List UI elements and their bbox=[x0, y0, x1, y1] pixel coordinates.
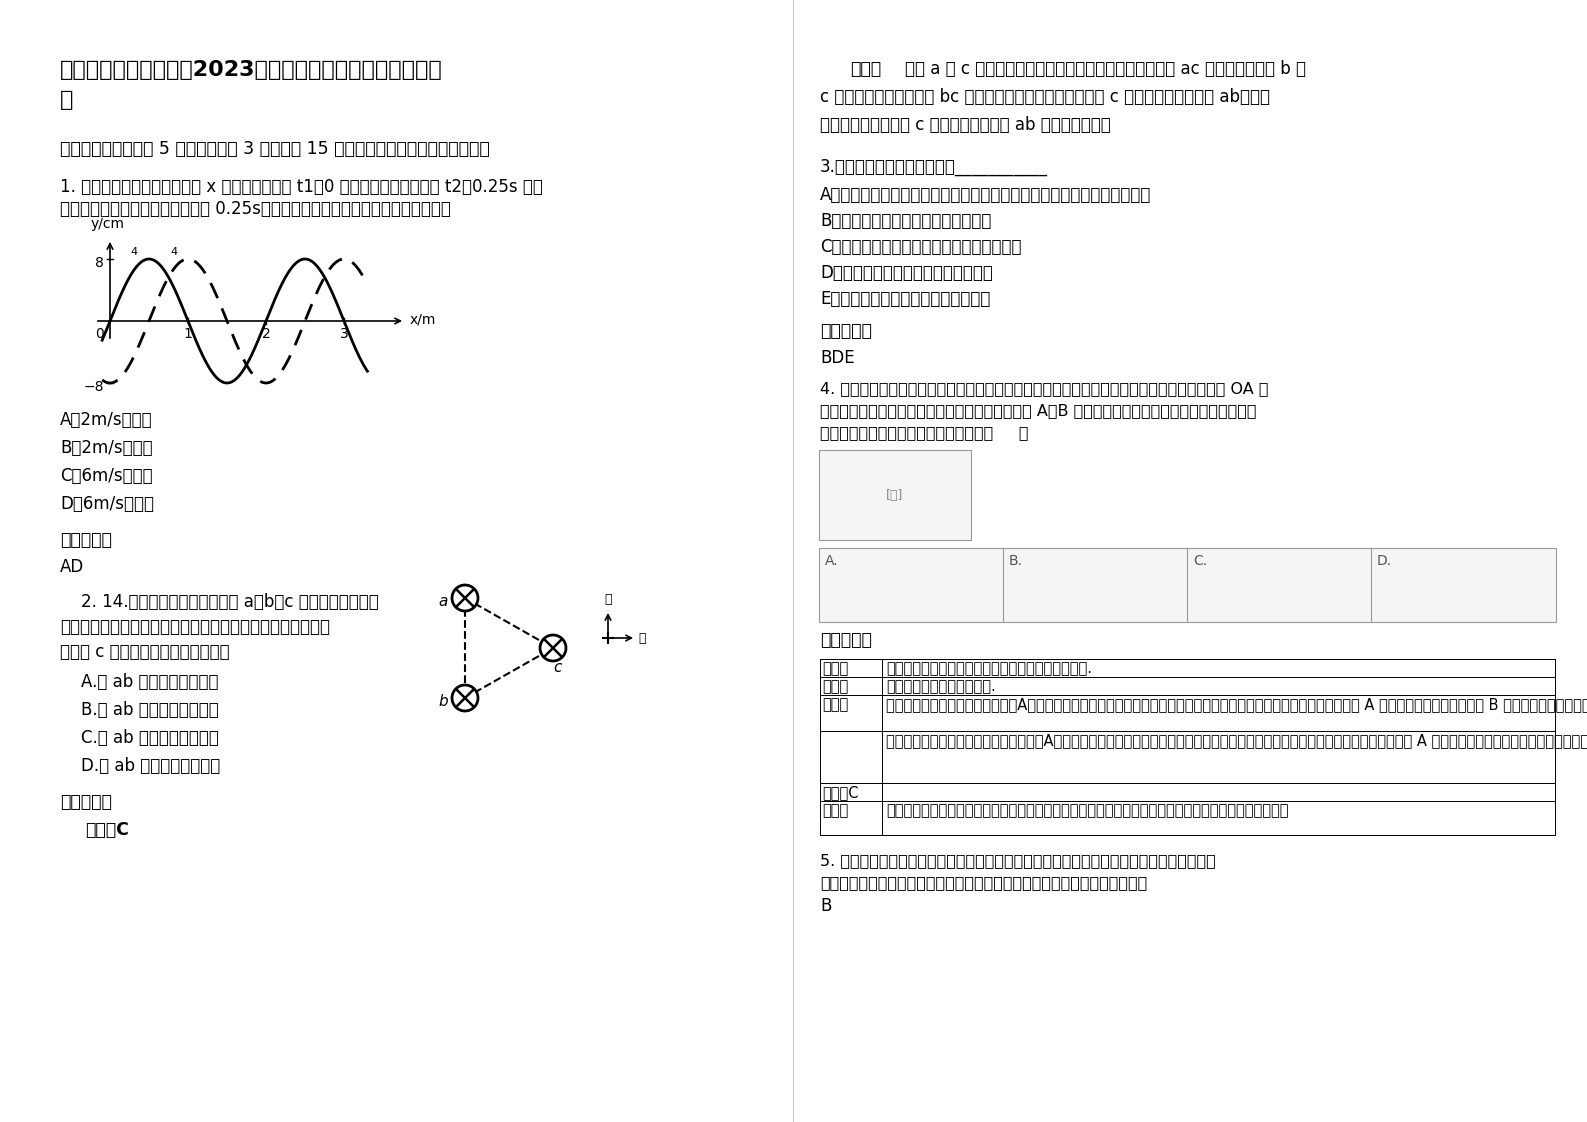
Text: 如题，由题，在圆规外端挂上物品，针脚A相对于手指有向左运动的趋势，手指对针脚有向右的静摩擦力，根据牛顿第三定律得知，针脚 A 对手指有向左的静摩擦力，挂上物品后: 如题，由题，在圆规外端挂上物品，针脚A相对于手指有向左运动的趋势，手指对针脚有向… bbox=[886, 733, 1587, 748]
Text: D.与 ab 边垂直，指向右边: D.与 ab 边垂直，指向右边 bbox=[60, 757, 221, 775]
Text: A．2m/s，向左: A．2m/s，向左 bbox=[60, 411, 152, 429]
Text: 3: 3 bbox=[340, 327, 349, 341]
Text: B: B bbox=[820, 896, 832, 916]
Text: D.: D. bbox=[1378, 554, 1392, 568]
Text: 点评：: 点评： bbox=[822, 803, 847, 818]
Text: 故选：C: 故选：C bbox=[822, 785, 859, 800]
Text: 1. 如图所示，一列简谐横波沿 x 轴传播，实线为 t1＝0 时刻的波形图，虚线为 t2＝0.25s 时刻: 1. 如图所示，一列简谐横波沿 x 轴传播，实线为 t1＝0 时刻的波形图，虚线… bbox=[60, 178, 543, 196]
Text: C．6m/s，向左: C．6m/s，向左 bbox=[60, 467, 152, 485]
Text: 2. 14.在等边三角形的三个顶点 a、b、c 处，各有一条长直: 2. 14.在等边三角形的三个顶点 a、b、c 处，各有一条长直 bbox=[60, 594, 379, 611]
Text: b: b bbox=[438, 695, 448, 709]
FancyBboxPatch shape bbox=[819, 450, 971, 540]
Text: BDE: BDE bbox=[820, 349, 855, 367]
Text: c 处产生的磁场方向垂直 bc 向下，则由平行四边形定则，过 c 点的合场方向平行于 ab，根据: c 处产生的磁场方向垂直 bc 向下，则由平行四边形定则，过 c 点的合场方向平… bbox=[820, 88, 1270, 105]
Text: [图]: [图] bbox=[886, 488, 903, 502]
Text: 5. 在建铁路时，要根据弯道半径和行驶速度，适当选择内外轨的高度差，若火车按规定的速: 5. 在建铁路时，要根据弯道半径和行驶速度，适当选择内外轨的高度差，若火车按规定… bbox=[820, 853, 1216, 868]
Text: 共点力平衡的条件及其应用；力的合成与分解的运用.: 共点力平衡的条件及其应用；力的合成与分解的运用. bbox=[886, 661, 1092, 675]
Text: 解析：: 解析： bbox=[851, 59, 881, 79]
Text: 平，然后在外端挂上一些不太重的物品，这时针脚 A、B 对手指和手掌均有作用力，对这两个作用力: 平，然后在外端挂上一些不太重的物品，这时针脚 A、B 对手指和手掌均有作用力，对… bbox=[820, 403, 1257, 419]
Text: 参考答案：: 参考答案： bbox=[60, 793, 111, 811]
Text: 分析：: 分析： bbox=[822, 679, 847, 695]
Text: 4: 4 bbox=[170, 247, 178, 257]
Text: 图。过 c 点的导线所受安培力的方向: 图。过 c 点的导线所受安培力的方向 bbox=[60, 643, 230, 661]
Text: 如图，在圆规外端挂上物品，针脚A相对于手有向左运动的趋势，手对针脚有向右的静摩擦力，根据牛顿第三定律分析针脚 A 对手的静摩擦力方向。针脚 B 对手有斜向右下方: 如图，在圆规外端挂上物品，针脚A相对于手有向左运动的趋势，手对针脚有向右的静摩擦… bbox=[886, 697, 1587, 712]
Text: 解析：: 解析： bbox=[822, 697, 847, 712]
Circle shape bbox=[452, 585, 478, 611]
Text: 转弯时，内外轨与车轮之间均没有侧压力。则当火车以大于规定的速度转弯时: 转弯时，内外轨与车轮之间均没有侧压力。则当火车以大于规定的速度转弯时 bbox=[820, 875, 1147, 890]
Text: A.: A. bbox=[825, 554, 838, 568]
FancyBboxPatch shape bbox=[1371, 548, 1555, 622]
Text: 湖北省荆门市体育中学2023年高三物理下学期期末试卷含解: 湖北省荆门市体育中学2023年高三物理下学期期末试卷含解 bbox=[60, 59, 443, 80]
Text: B.: B. bbox=[1009, 554, 1024, 568]
Text: D．6m/s，向右: D．6m/s，向右 bbox=[60, 495, 154, 513]
Text: 8: 8 bbox=[95, 256, 105, 270]
Text: B．温度越高物体分子的平均动能越大: B．温度越高物体分子的平均动能越大 bbox=[820, 212, 992, 230]
Text: 一、选择题：本题共 5 小题，每小题 3 分，共计 15 分．每小题只有一个选项符合题意: 一、选择题：本题共 5 小题，每小题 3 分，共计 15 分．每小题只有一个选项… bbox=[60, 140, 490, 158]
Text: C．热量可以自发地由低温物体传到高温物体: C．热量可以自发地由低温物体传到高温物体 bbox=[820, 238, 1022, 256]
Text: y/cm: y/cm bbox=[90, 217, 125, 231]
Text: E．气体的体积变小，其压强可能减小: E．气体的体积变小，其压强可能减小 bbox=[820, 289, 990, 309]
Text: D．压缩气体，气体的内能不一定增加: D．压缩气体，气体的内能不一定增加 bbox=[820, 264, 993, 282]
Text: 析: 析 bbox=[60, 90, 73, 110]
Text: 的波形图，已知这列波的周期大于 0.25s，则这列波的传播速度大小和方向不可能是: 的波形图，已知这列波的周期大于 0.25s，则这列波的传播速度大小和方向不可能是 bbox=[60, 200, 451, 218]
FancyBboxPatch shape bbox=[1003, 548, 1189, 622]
Circle shape bbox=[452, 686, 478, 711]
Text: −8: −8 bbox=[84, 380, 105, 394]
Text: 上: 上 bbox=[605, 594, 611, 606]
Text: c: c bbox=[552, 660, 562, 675]
Text: 参考答案：: 参考答案： bbox=[60, 531, 111, 549]
Text: 2: 2 bbox=[262, 327, 270, 341]
FancyBboxPatch shape bbox=[1187, 548, 1373, 622]
Text: x/m: x/m bbox=[409, 312, 436, 327]
Text: B．2m/s，向右: B．2m/s，向右 bbox=[60, 439, 152, 457]
Text: B.与 ab 边平行，竖直向下: B.与 ab 边平行，竖直向下 bbox=[60, 701, 219, 719]
Text: 4. 如图所示，用拇指、食指捏住圆规的一个针脚，另一个有铅笔芯的脚支撑在手掌心位置，使 OA 水: 4. 如图所示，用拇指、食指捏住圆规的一个针脚，另一个有铅笔芯的脚支撑在手掌心位… bbox=[820, 381, 1268, 396]
Text: 方向的判断，下列各图中大致正确的是（     ）: 方向的判断，下列各图中大致正确的是（ ） bbox=[820, 425, 1028, 440]
Circle shape bbox=[540, 635, 567, 661]
Text: A．浸润现象是表面张力作用的结果，不浸润现象不是表面张力作用的结果: A．浸润现象是表面张力作用的结果，不浸润现象不是表面张力作用的结果 bbox=[820, 186, 1152, 204]
Text: 考点：: 考点： bbox=[822, 661, 847, 675]
Text: 参考答案：: 参考答案： bbox=[820, 322, 871, 340]
Text: 导线 a 在 c 处产生的磁场方向由安培定则可判断，即垂直 ac 向左，同理导线 b 在: 导线 a 在 c 处产生的磁场方向由安培定则可判断，即垂直 ac 向左，同理导线… bbox=[905, 59, 1306, 79]
Text: 本题是生活中的物理现象，运用物理知识进行分析，培养观察和思考问题的习惯，对学习物理大有好处。: 本题是生活中的物理现象，运用物理知识进行分析，培养观察和思考问题的习惯，对学习物… bbox=[886, 803, 1289, 818]
Text: AD: AD bbox=[60, 558, 84, 576]
FancyBboxPatch shape bbox=[819, 548, 1005, 622]
Text: 1: 1 bbox=[184, 327, 192, 341]
Text: 共点力作用下物体平衡专题.: 共点力作用下物体平衡专题. bbox=[886, 679, 995, 695]
Text: A.与 ab 边平行，竖直向上: A.与 ab 边平行，竖直向上 bbox=[60, 673, 219, 691]
Text: 左手定则可判断导线 c 受到的安培力垂直 ab 边，指向左边。: 左手定则可判断导线 c 受到的安培力垂直 ab 边，指向左边。 bbox=[820, 116, 1111, 134]
Text: C.: C. bbox=[1193, 554, 1208, 568]
Text: 导线垂直穿过纸面，导线中通有大小相等的恒定电流，方向如: 导线垂直穿过纸面，导线中通有大小相等的恒定电流，方向如 bbox=[60, 618, 330, 636]
Text: 0: 0 bbox=[95, 327, 105, 341]
Text: 答案：C: 答案：C bbox=[86, 821, 129, 839]
Text: a: a bbox=[438, 594, 448, 609]
Text: C.与 ab 边垂直，指向左边: C.与 ab 边垂直，指向左边 bbox=[60, 729, 219, 747]
Text: 4: 4 bbox=[130, 247, 138, 257]
Text: 3.（多选）以下说法正确的是___________: 3.（多选）以下说法正确的是___________ bbox=[820, 158, 1047, 176]
Text: 参考答案：: 参考答案： bbox=[820, 631, 871, 649]
Text: 右: 右 bbox=[638, 632, 646, 644]
